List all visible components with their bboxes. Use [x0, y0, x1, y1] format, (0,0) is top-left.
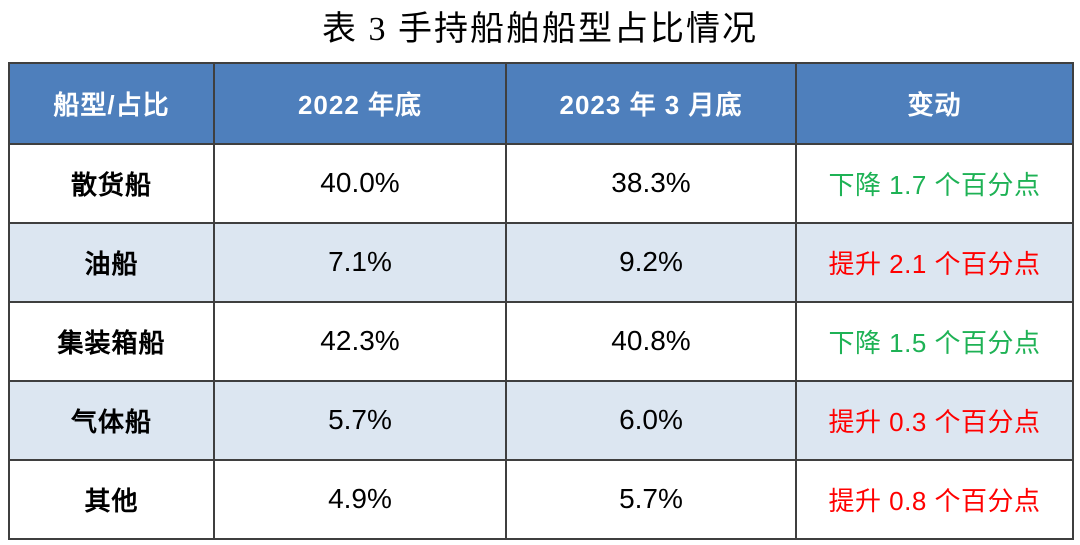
- change-text: 提升 2.1 个百分点: [828, 248, 1041, 279]
- ship-type-cell: 气体船: [8, 379, 215, 461]
- table-row-tanker: 油船 7.1% 9.2% 提升 2.1 个百分点: [8, 221, 1074, 303]
- change-text: 下降 1.5 个百分点: [828, 327, 1041, 358]
- change-text: 提升 0.3 个百分点: [828, 406, 1041, 437]
- change-cell: 下降 1.7 个百分点: [795, 142, 1074, 224]
- value-2022-cell: 42.3%: [213, 300, 507, 382]
- value-2022-cell: 4.9%: [213, 458, 507, 540]
- header-cell-2023: 2023 年 3 月底: [505, 61, 797, 145]
- ship-type-cell: 集装箱船: [8, 300, 215, 382]
- header-cell-change: 变动: [795, 61, 1074, 145]
- page-title: 表 3 手持船舶船型占比情况: [322, 11, 758, 48]
- table-row-gas-carrier: 气体船 5.7% 6.0% 提升 0.3 个百分点: [8, 379, 1074, 461]
- header-cell-ship-type: 船型/占比: [8, 61, 215, 145]
- change-cell: 提升 2.1 个百分点: [795, 221, 1074, 303]
- ship-type-proportion-table: 船型/占比 2022 年底 2023 年 3 月底 变动 散货船 40.0% 3…: [8, 61, 1074, 540]
- value-2023-cell: 40.8%: [505, 300, 797, 382]
- ship-type-cell: 其他: [8, 458, 215, 540]
- change-cell: 下降 1.5 个百分点: [795, 300, 1074, 382]
- change-cell: 提升 0.8 个百分点: [795, 458, 1074, 540]
- value-2022-cell: 5.7%: [213, 379, 507, 461]
- change-text: 下降 1.7 个百分点: [828, 169, 1041, 200]
- header-cell-2022: 2022 年底: [213, 61, 507, 145]
- table-row-other: 其他 4.9% 5.7% 提升 0.8 个百分点: [8, 458, 1074, 540]
- value-2023-cell: 38.3%: [505, 142, 797, 224]
- value-2023-cell: 9.2%: [505, 221, 797, 303]
- change-cell: 提升 0.3 个百分点: [795, 379, 1074, 461]
- ship-type-cell: 油船: [8, 221, 215, 303]
- value-2022-cell: 7.1%: [213, 221, 507, 303]
- ship-type-cell: 散货船: [8, 142, 215, 224]
- value-2023-cell: 5.7%: [505, 458, 797, 540]
- value-2022-cell: 40.0%: [213, 142, 507, 224]
- table-row-bulk-carrier: 散货船 40.0% 38.3% 下降 1.7 个百分点: [8, 142, 1074, 224]
- value-2023-cell: 6.0%: [505, 379, 797, 461]
- change-text: 提升 0.8 个百分点: [828, 485, 1041, 516]
- table-header-row: 船型/占比 2022 年底 2023 年 3 月底 变动: [8, 61, 1074, 145]
- table-row-container-ship: 集装箱船 42.3% 40.8% 下降 1.5 个百分点: [8, 300, 1074, 382]
